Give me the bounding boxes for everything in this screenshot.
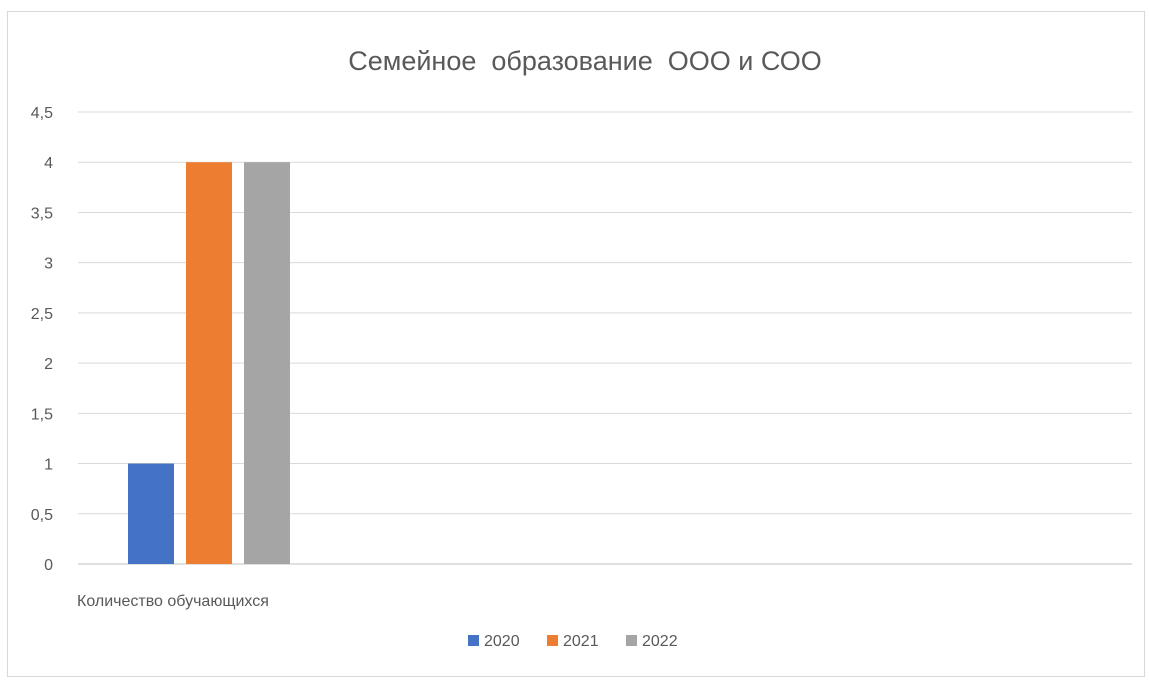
legend: 2020 2021 2022 xyxy=(468,633,678,650)
y-tick-label: 4 xyxy=(44,155,53,172)
y-tick-label: 1 xyxy=(44,457,53,474)
y-tick-label: 0,5 xyxy=(31,507,53,524)
x-category-label: Количество обучающихся xyxy=(77,593,269,610)
y-tick-label: 1,5 xyxy=(31,406,53,423)
y-tick-label: 0 xyxy=(44,557,53,574)
y-tick-label: 3 xyxy=(44,256,53,273)
y-tick-label: 4,5 xyxy=(31,105,53,122)
legend-label-2020: 2020 xyxy=(484,633,520,650)
y-tick-label: 2 xyxy=(44,356,53,373)
bar-2020 xyxy=(128,463,174,564)
y-tick-label: 3,5 xyxy=(31,205,53,222)
bar-2022 xyxy=(244,162,290,564)
chart-title: Семейное образование ООО и СОО xyxy=(348,46,822,76)
bar-2021 xyxy=(186,162,232,564)
y-tick-label: 2,5 xyxy=(31,306,53,323)
legend-swatch-2022 xyxy=(626,635,637,646)
legend-swatch-2021 xyxy=(547,635,558,646)
x-axis-categories: Количество обучающихся xyxy=(77,593,269,610)
bars xyxy=(128,162,290,564)
legend-label-2021: 2021 xyxy=(563,633,599,650)
legend-swatch-2020 xyxy=(468,635,479,646)
legend-label-2022: 2022 xyxy=(642,633,678,650)
y-axis-ticks: 0 0,5 1 1,5 2 2,5 3 3,5 4 4,5 xyxy=(31,105,53,574)
gridlines xyxy=(78,111,1132,565)
